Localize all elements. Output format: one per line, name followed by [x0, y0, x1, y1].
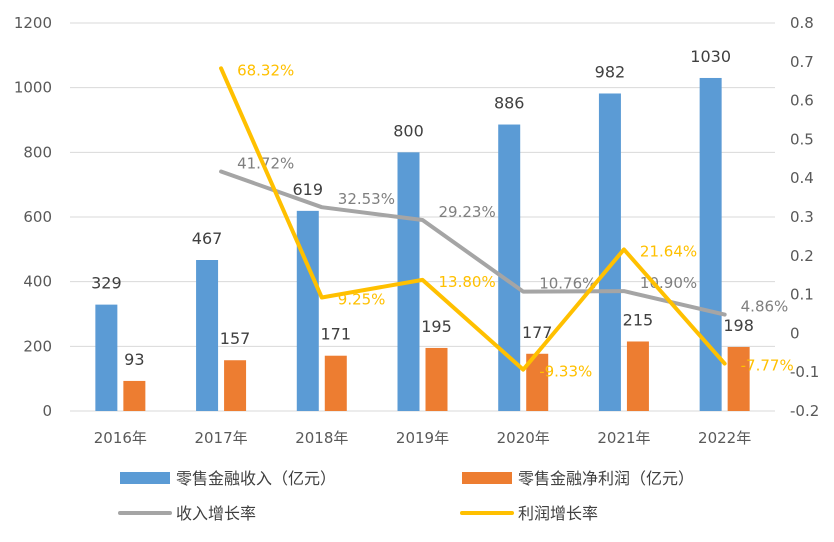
y-left-tick-label: 0 [42, 402, 52, 420]
bar [95, 304, 118, 411]
y-right-tick-label: 0.1 [790, 286, 814, 304]
legend-swatch [462, 472, 512, 484]
bar-data-label: 886 [494, 94, 525, 113]
series-point [320, 296, 324, 300]
x-tick-label: 2016年 [94, 429, 147, 447]
bar-data-label: 800 [393, 121, 424, 140]
series-point [723, 362, 727, 366]
series-point [622, 289, 626, 293]
series-point [421, 218, 424, 222]
y-right-tick-label: 0.5 [790, 130, 814, 148]
y-right-tick-label: -0.2 [790, 402, 819, 420]
series-point [622, 247, 626, 251]
legend-label: 零售金融净利润（亿元） [518, 469, 694, 488]
bar [224, 360, 247, 411]
bar-data-label: 198 [723, 316, 754, 335]
y-left-tick-label: 200 [23, 337, 52, 355]
bar [626, 341, 649, 411]
line-data-label: -9.33% [539, 363, 592, 381]
y-left-tick-label: 400 [23, 273, 52, 291]
bar [498, 124, 521, 411]
series-point [320, 205, 324, 209]
bar-data-label: 982 [595, 62, 626, 81]
y-right-tick-label: 0 [790, 324, 800, 342]
legend-label: 零售金融收入（亿元） [176, 469, 336, 488]
bar [425, 347, 448, 411]
bar [324, 355, 347, 411]
bar-data-label: 157 [220, 329, 251, 348]
line-data-label: 29.23% [439, 203, 496, 221]
bar-data-label: 93 [124, 350, 144, 369]
bar-data-label: 619 [293, 180, 324, 199]
series-point [521, 290, 525, 294]
bar [699, 77, 722, 411]
line-data-label: 41.72% [237, 155, 294, 173]
x-tick-label: 2020年 [497, 429, 550, 447]
line-data-label: 10.90% [640, 274, 697, 292]
y-left-tick-label: 600 [23, 208, 52, 226]
line-data-label: 21.64% [640, 242, 697, 260]
y-right-tick-label: 0.3 [790, 208, 814, 226]
legend-label: 收入增长率 [176, 504, 256, 523]
x-tick-label: 2017年 [194, 429, 247, 447]
bar [196, 260, 219, 411]
y-right-tick-label: 0.7 [790, 53, 814, 71]
bar [598, 93, 621, 411]
bar-data-label: 171 [321, 325, 352, 344]
legend-label: 利润增长率 [518, 504, 598, 523]
line-data-label: -7.77% [741, 357, 794, 375]
line-data-label: 4.86% [741, 298, 789, 316]
line-data-label: 10.76% [539, 275, 596, 293]
x-tick-label: 2022年 [698, 429, 751, 447]
series-point [219, 66, 223, 70]
y-left-tick-label: 800 [23, 143, 52, 161]
line-data-label: 9.25% [338, 291, 386, 309]
y-left-tick-label: 1000 [14, 79, 52, 97]
bar [526, 353, 549, 411]
y-left-tick-label: 1200 [14, 14, 52, 32]
y-right-tick-label: 0.8 [790, 14, 814, 32]
y-right-tick-label: 0.6 [790, 92, 814, 110]
bar [727, 346, 750, 411]
series-point [219, 170, 223, 174]
bar-data-label: 1030 [690, 47, 731, 66]
x-tick-label: 2021年 [597, 429, 650, 447]
bar-data-label: 177 [522, 323, 553, 342]
bar-data-label: 195 [421, 317, 452, 336]
line-data-label: 68.32% [237, 61, 294, 79]
series-point [521, 368, 525, 372]
line-data-label: 32.53% [338, 190, 395, 208]
series-line [219, 169, 727, 317]
series-point [421, 278, 424, 282]
x-tick-label: 2018年 [295, 429, 348, 447]
series-line [219, 66, 727, 372]
line-data-label: 13.80% [439, 273, 496, 291]
legend-swatch [120, 472, 170, 484]
bar [296, 210, 319, 411]
x-tick-label: 2019年 [396, 429, 449, 447]
bar-data-label: 329 [91, 274, 122, 293]
y-right-tick-label: 0.4 [790, 169, 814, 187]
bar-data-label: 467 [192, 229, 223, 248]
bar [123, 380, 146, 411]
series-point [723, 313, 727, 317]
bar-data-label: 215 [623, 310, 654, 329]
y-right-tick-label: 0.2 [790, 247, 814, 265]
y-right-tick-label: -0.1 [790, 363, 819, 381]
